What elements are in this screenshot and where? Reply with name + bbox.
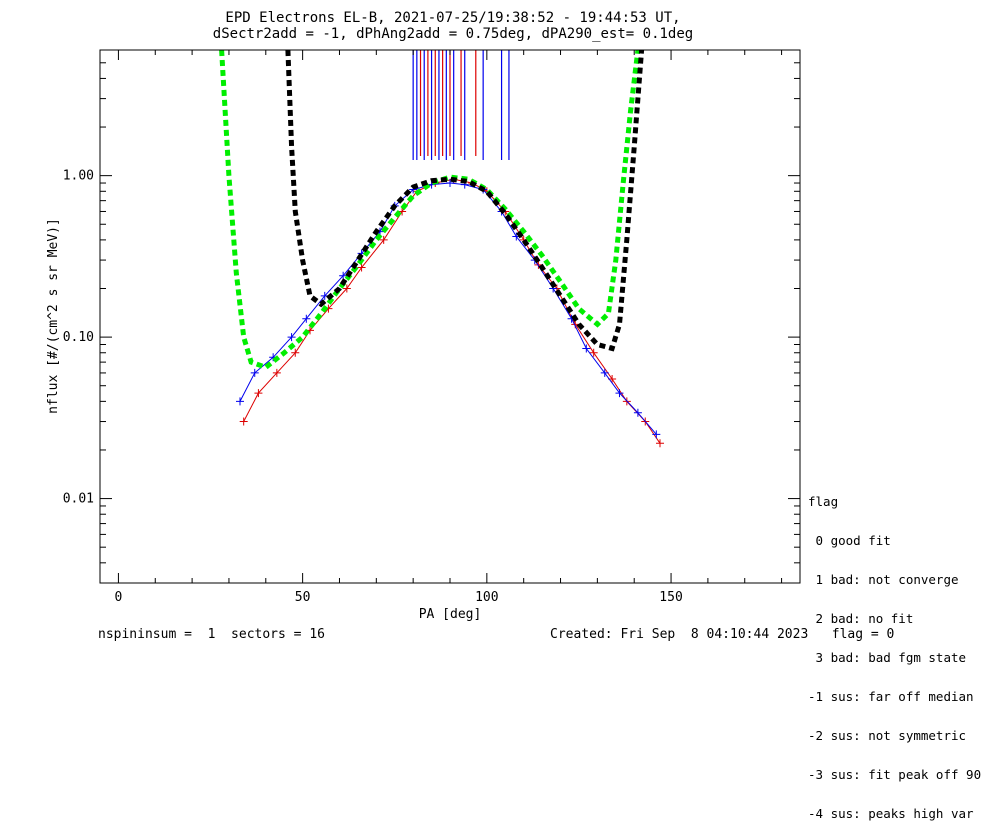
chart-subtitle: dSectr2add = -1, dPhAng2add = 0.75deg, d… bbox=[213, 26, 693, 42]
data-point bbox=[291, 348, 300, 357]
footer-info: nspininsum = 1 sectors = 16 bbox=[98, 627, 325, 642]
data-layer bbox=[219, 49, 664, 448]
series-line-0 bbox=[243, 178, 661, 444]
data-point bbox=[446, 179, 454, 188]
data-point bbox=[342, 284, 351, 293]
x-tick-label: 0 bbox=[115, 590, 123, 605]
data-point bbox=[652, 430, 661, 439]
legend-item: 0 good fit bbox=[808, 533, 891, 548]
data-point bbox=[250, 368, 259, 377]
legend-item: -1 sus: far off median bbox=[808, 689, 974, 704]
footer-created: Created: Fri Sep 8 04:10:44 2023 flag = … bbox=[550, 627, 895, 642]
legend-item: -4 sus: peaks high var bbox=[808, 806, 974, 821]
legend-title: flag bbox=[808, 494, 839, 509]
legend-item: 3 bad: bad fgm state bbox=[808, 650, 967, 665]
fit-curve-3 bbox=[285, 49, 645, 352]
chart-title: EPD Electrons EL-B, 2021-07-25/19:38:52 … bbox=[225, 10, 680, 26]
x-tick-label: 50 bbox=[295, 590, 311, 605]
data-point bbox=[379, 235, 388, 244]
x-axis-label: PA [deg] bbox=[419, 607, 482, 622]
axes: 0 50 100 150 0.01 0.10 1.00 bbox=[63, 49, 800, 605]
data-point bbox=[589, 348, 598, 357]
data-point bbox=[582, 344, 591, 353]
data-point bbox=[600, 368, 609, 377]
data-point bbox=[357, 263, 366, 272]
legend-item: -2 sus: not symmetric bbox=[808, 728, 967, 743]
y-tick-label: 1.00 bbox=[63, 169, 94, 184]
y-axis-label: nflux [#/(cm^2 s sr MeV)] bbox=[46, 218, 61, 414]
y-tick-label: 0.10 bbox=[63, 330, 94, 345]
data-point bbox=[633, 408, 642, 417]
series-line-1 bbox=[239, 182, 657, 435]
data-point bbox=[656, 439, 664, 448]
fit-curve-2 bbox=[219, 49, 641, 371]
flag-legend: flag 0 good fit 1 bad: not converge 2 ba… bbox=[808, 469, 981, 833]
data-point bbox=[302, 314, 311, 323]
legend-item: 1 bad: not converge bbox=[808, 572, 959, 587]
x-tick-label: 100 bbox=[475, 590, 498, 605]
data-point bbox=[254, 389, 263, 398]
data-point bbox=[236, 397, 244, 406]
legend-item: -3 sus: fit peak off 90 bbox=[808, 767, 982, 782]
data-point bbox=[287, 333, 296, 342]
x-tick-label: 150 bbox=[659, 590, 682, 605]
y-tick-label: 0.01 bbox=[63, 492, 94, 507]
data-point bbox=[239, 417, 248, 426]
legend-item: 2 bad: no fit bbox=[808, 611, 914, 626]
chart: EPD Electrons EL-B, 2021-07-25/19:38:52 … bbox=[46, 10, 801, 622]
data-point bbox=[615, 389, 624, 398]
data-point bbox=[272, 368, 281, 377]
